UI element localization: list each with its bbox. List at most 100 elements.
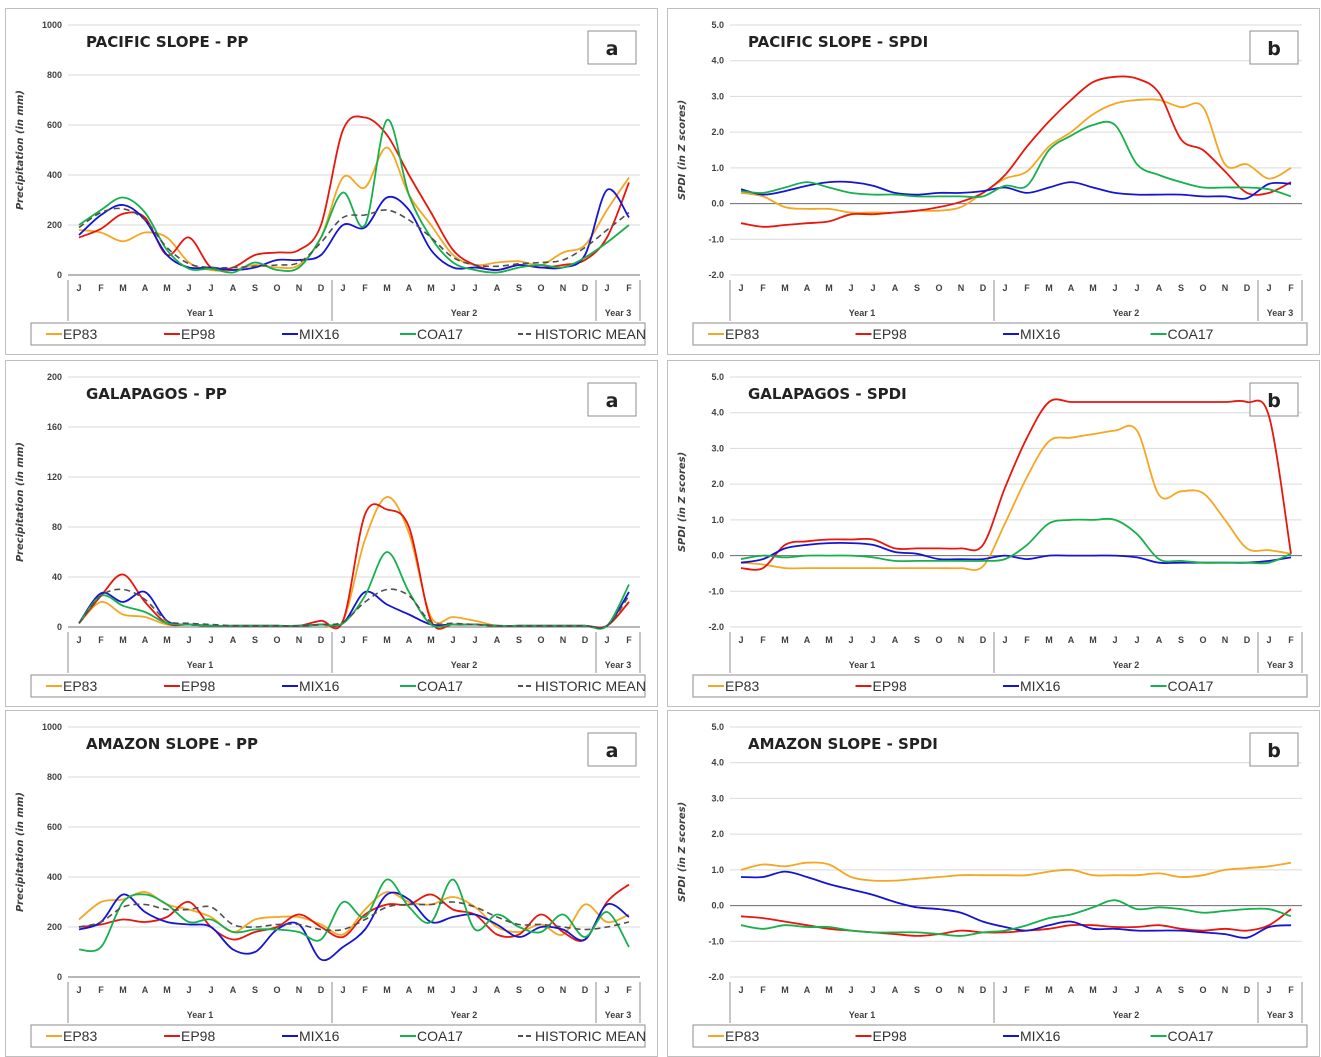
month-label: F bbox=[362, 283, 368, 293]
chart-title: GALAPAGOS - SPDI bbox=[748, 385, 907, 403]
month-label: J bbox=[450, 985, 455, 995]
year-label: Year 3 bbox=[605, 308, 632, 318]
year-label: Year 1 bbox=[187, 308, 214, 318]
month-label: J bbox=[208, 283, 213, 293]
y-tick-label: 200 bbox=[47, 372, 62, 382]
month-label: M bbox=[1089, 635, 1097, 645]
legend-box bbox=[30, 1024, 646, 1048]
legend-entry: EP98 bbox=[873, 326, 907, 342]
month-label: D bbox=[980, 985, 987, 995]
month-label: S bbox=[516, 985, 522, 995]
legend-box bbox=[692, 1024, 1308, 1048]
month-label: N bbox=[1222, 635, 1229, 645]
legend-entry: EP83 bbox=[725, 678, 759, 694]
month-label: A bbox=[142, 283, 149, 293]
year-label: Year 3 bbox=[605, 660, 632, 670]
month-label: J bbox=[604, 635, 609, 645]
month-label: A bbox=[406, 985, 413, 995]
y-tick-label: 0.0 bbox=[711, 901, 724, 911]
month-label: J bbox=[1134, 985, 1139, 995]
month-label: A bbox=[1156, 283, 1163, 293]
legend-box bbox=[30, 674, 646, 698]
month-label: O bbox=[273, 635, 280, 645]
legend-entry: COA17 bbox=[417, 1028, 463, 1044]
y-axis-title: SPDI (in Z scores) bbox=[677, 802, 688, 902]
month-label: J bbox=[186, 283, 191, 293]
month-label: J bbox=[1266, 635, 1271, 645]
month-label: N bbox=[296, 635, 303, 645]
month-label: D bbox=[980, 635, 987, 645]
legend-entry: EP98 bbox=[873, 678, 907, 694]
legend-entry: EP98 bbox=[181, 678, 215, 694]
month-label: A bbox=[1068, 283, 1075, 293]
chart-galapagos-pp: 0 40 80 120 160 200 Precipitation (in mm) J F M A M… bbox=[15, 372, 646, 698]
chart-title: PACIFIC SLOPE - PP bbox=[86, 33, 248, 51]
series-line-mix16 bbox=[740, 870, 1292, 939]
month-label: J bbox=[1002, 635, 1007, 645]
month-label: N bbox=[560, 635, 567, 645]
month-label: S bbox=[516, 283, 522, 293]
panel-amazon-spdi: -2.0 -1.0 0.0 1.0 2.0 3.0 4.0 5.0 SPDI (in Z sco… bbox=[667, 710, 1320, 1057]
month-label: S bbox=[252, 635, 258, 645]
legend-entry: HISTORIC MEAN bbox=[535, 1028, 646, 1044]
series-line-coa17 bbox=[740, 899, 1292, 937]
y-tick-label: 1.0 bbox=[711, 865, 724, 875]
y-tick-label: 2.0 bbox=[711, 479, 724, 489]
year-label: Year 1 bbox=[849, 1010, 876, 1020]
month-label: J bbox=[472, 283, 477, 293]
month-label: J bbox=[208, 635, 213, 645]
month-label: A bbox=[406, 635, 413, 645]
month-label: O bbox=[935, 283, 942, 293]
legend-entry: MIX16 bbox=[1020, 1028, 1061, 1044]
series-line-coa17 bbox=[740, 120, 1292, 199]
panel-galapagos-spdi: -2.0 -1.0 0.0 1.0 2.0 3.0 4.0 5.0 SPDI (in Z sco… bbox=[667, 360, 1320, 707]
month-label: J bbox=[472, 635, 477, 645]
month-label: A bbox=[230, 635, 237, 645]
month-label: D bbox=[318, 635, 325, 645]
y-tick-label: 5.0 bbox=[711, 372, 724, 382]
panel-letter: a bbox=[606, 38, 619, 60]
month-label: M bbox=[163, 985, 171, 995]
month-label: F bbox=[1024, 283, 1030, 293]
series-line-mix16 bbox=[78, 188, 630, 271]
month-label: J bbox=[208, 985, 213, 995]
chart-pacific-spdi: -2.0 -1.0 0.0 1.0 2.0 3.0 4.0 5.0 SPDI (in Z sco… bbox=[677, 20, 1308, 346]
month-label: F bbox=[760, 985, 766, 995]
month-label: D bbox=[1244, 283, 1251, 293]
month-label: A bbox=[230, 283, 237, 293]
legend-entry: EP98 bbox=[181, 1028, 215, 1044]
month-label: S bbox=[1178, 985, 1184, 995]
month-label: M bbox=[1045, 283, 1053, 293]
legend-entry: EP83 bbox=[725, 326, 759, 342]
year-label: Year 1 bbox=[187, 1010, 214, 1020]
month-label: M bbox=[781, 985, 789, 995]
series-line-ep98 bbox=[740, 908, 1292, 937]
series-line-ep83 bbox=[78, 146, 630, 272]
month-label: N bbox=[958, 283, 965, 293]
legend-entry: MIX16 bbox=[299, 1028, 340, 1044]
month-label: J bbox=[848, 635, 853, 645]
series-line-mix16 bbox=[740, 180, 1292, 200]
month-label: F bbox=[626, 283, 632, 293]
month-label: A bbox=[804, 635, 811, 645]
y-tick-label: 800 bbox=[47, 70, 62, 80]
month-label: J bbox=[1266, 985, 1271, 995]
month-label: J bbox=[870, 635, 875, 645]
chart-amazon-spdi: -2.0 -1.0 0.0 1.0 2.0 3.0 4.0 5.0 SPDI (in Z sco… bbox=[677, 722, 1308, 1048]
y-tick-label: 4.0 bbox=[711, 56, 724, 66]
chart-galapagos-spdi: -2.0 -1.0 0.0 1.0 2.0 3.0 4.0 5.0 SPDI (in Z sco… bbox=[677, 372, 1308, 698]
month-label: F bbox=[1288, 985, 1294, 995]
y-tick-label: 5.0 bbox=[711, 20, 724, 30]
month-label: A bbox=[892, 283, 899, 293]
month-label: N bbox=[1222, 985, 1229, 995]
month-label: F bbox=[98, 635, 104, 645]
year-label: Year 3 bbox=[1267, 1010, 1294, 1020]
year-label: Year 3 bbox=[605, 1010, 632, 1020]
month-label: A bbox=[1156, 635, 1163, 645]
month-label: D bbox=[980, 283, 987, 293]
legend-entry: COA17 bbox=[1168, 678, 1214, 694]
legend-entry: COA17 bbox=[1168, 1028, 1214, 1044]
month-label: O bbox=[935, 985, 942, 995]
month-label: S bbox=[1178, 283, 1184, 293]
y-tick-label: 2.0 bbox=[711, 829, 724, 839]
